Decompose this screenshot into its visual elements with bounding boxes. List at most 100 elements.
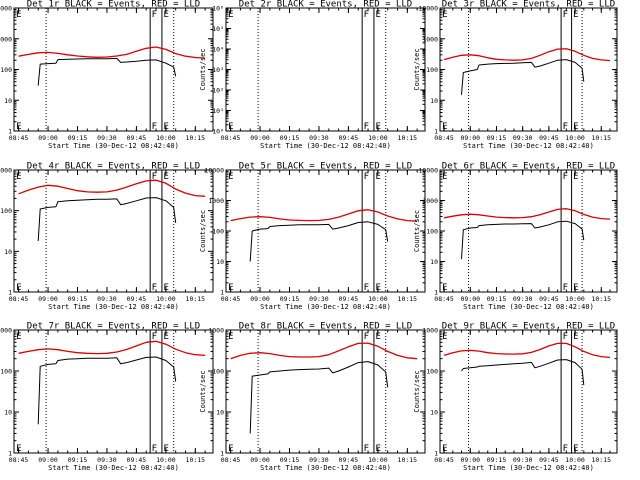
y-tick-label: 10 [4,248,12,256]
y-tick-label: 10000 [418,5,438,13]
flag-label-top: E [442,10,447,20]
y-tick-label: 100 [426,66,438,74]
x-tick-label: 09:15 [68,295,88,303]
y-tick-label: 10000 [204,167,224,175]
flag-label-bottom: E [442,283,447,293]
flag-label-top: F [364,172,369,182]
y-tick-label: 10 [4,97,12,105]
panel-8: Det 8r BLACK = Events, RED = LLD 1 10 100 10… [199,322,426,472]
series-lld-line [230,209,418,222]
flag-label-bottom: E [442,444,447,454]
x-tick-label: 09:30 [513,456,533,464]
x-tick-label: 09:45 [127,134,147,142]
y-axis-label: Counts/sec [413,48,421,90]
x-tick-label: 09:30 [309,456,329,464]
x-tick-label: 10:00 [565,295,585,303]
flag-label-bottom: F [152,283,157,293]
x-tick-label: 09:30 [513,134,533,142]
y-tick-label: 10⁵ [212,25,224,33]
plot-frame [439,329,618,454]
flag-label-bottom: E [228,122,233,132]
y-tick-label: 10³ [212,66,224,74]
y-axis-label: Counts/sec [199,210,207,252]
flag-label-bottom: E [442,122,447,132]
y-tick-label: 1 [220,289,224,297]
flag-label-bottom: F [152,122,157,132]
panel-7: Det 7r BLACK = Events, RED = LLD 1 10 100 10… [0,322,214,472]
y-tick-label: 100 [0,66,12,74]
flag-label-bottom: E [573,122,578,132]
flag-label-top: E [573,10,578,20]
flag-label-bottom: E [228,444,233,454]
x-tick-label: 09:15 [280,134,300,142]
flag-label-top: F [563,332,568,342]
y-tick-label: 100 [426,228,438,236]
x-tick-label: 10:15 [591,456,611,464]
x-tick-label: 10:00 [156,295,176,303]
x-tick-label: 09:45 [539,456,559,464]
x-tick-label: 09:00 [38,295,58,303]
panel-title: Det 6r BLACK = Events, RED = LLD [442,162,615,172]
flag-label-bottom: F [364,283,369,293]
panel-5: Det 5r BLACK = Events, RED = LLD 1 10 100 10… [199,162,426,311]
panel-1: Det 1r BLACK = Events, RED = LLD 1 10 100 10… [0,0,214,150]
y-tick-label: 100 [0,207,12,215]
panel-6: Det 6r BLACK = Events, RED = LLD 1 10 100 10… [413,162,618,311]
series-events-line [37,356,177,425]
y-tick-label: 1000 [422,327,438,335]
x-tick-label: 09:00 [250,295,270,303]
flag-label-top: E [16,10,21,20]
x-tick-label: 10:00 [156,456,176,464]
series-lld-line [18,46,206,59]
series-lld-line [443,48,611,62]
flag-label-bottom: F [364,444,369,454]
flag-label-top: E [573,332,578,342]
x-tick-label: 09:45 [339,456,359,464]
flag-label-top: F [152,10,157,20]
flag-label-top: E [163,10,168,20]
panel-title: Det 3r BLACK = Events, RED = LLD [442,0,615,10]
x-tick-label: 09:45 [339,295,359,303]
panel-title: Det 7r BLACK = Events, RED = LLD [27,322,200,332]
x-axis-label: Start Time (30-Dec-12 08:42:40) [48,303,179,311]
x-tick-label: 08:45 [9,456,29,464]
y-tick-label: 10⁴ [212,46,224,54]
flag-label-top: E [375,332,380,342]
x-tick-label: 09:00 [460,295,480,303]
x-tick-label: 09:15 [68,134,88,142]
x-tick-label: 08:45 [9,134,29,142]
series-events-line [37,57,177,86]
flag-label-bottom: E [163,122,168,132]
plot-frame [225,169,426,293]
panel-2: Det 2r BLACK = Events, RED = LLD 10⁰ 10¹ 10… [199,0,426,150]
flag-label-top: E [442,332,447,342]
y-axis-label: Counts/sec [199,48,207,90]
y-tick-label: 1 [8,289,12,297]
series-lld-line [18,340,206,357]
y-tick-label: 10⁶ [212,5,224,13]
flag-label-top: E [228,10,233,20]
flag-label-top: E [228,172,233,182]
y-tick-label: 10 [216,258,224,266]
y-tick-label: 10² [212,87,224,95]
x-tick-label: 09:30 [97,295,117,303]
x-tick-label: 10:00 [368,295,388,303]
x-tick-label: 10:15 [186,456,206,464]
x-tick-label: 10:00 [368,456,388,464]
panel-3: Det 3r BLACK = Events, RED = LLD 1 10 100 10… [413,0,618,150]
plot-frame [13,7,214,132]
y-tick-label: 1000 [0,167,12,175]
x-tick-label: 09:00 [250,134,270,142]
flag-label-top: E [375,10,380,20]
x-axis-label: Start Time (30-Dec-12 08:42:40) [463,303,594,311]
flag-label-top: E [573,172,578,182]
y-tick-label: 100 [0,368,12,376]
x-tick-label: 09:15 [487,295,507,303]
series-events-line [461,359,585,386]
x-axis-label: Start Time (30-Dec-12 08:42:40) [260,142,391,150]
series-lld-line [443,208,611,220]
plot-frame [225,329,426,454]
flag-label-top: E [375,172,380,182]
y-tick-label: 10000 [418,167,438,175]
